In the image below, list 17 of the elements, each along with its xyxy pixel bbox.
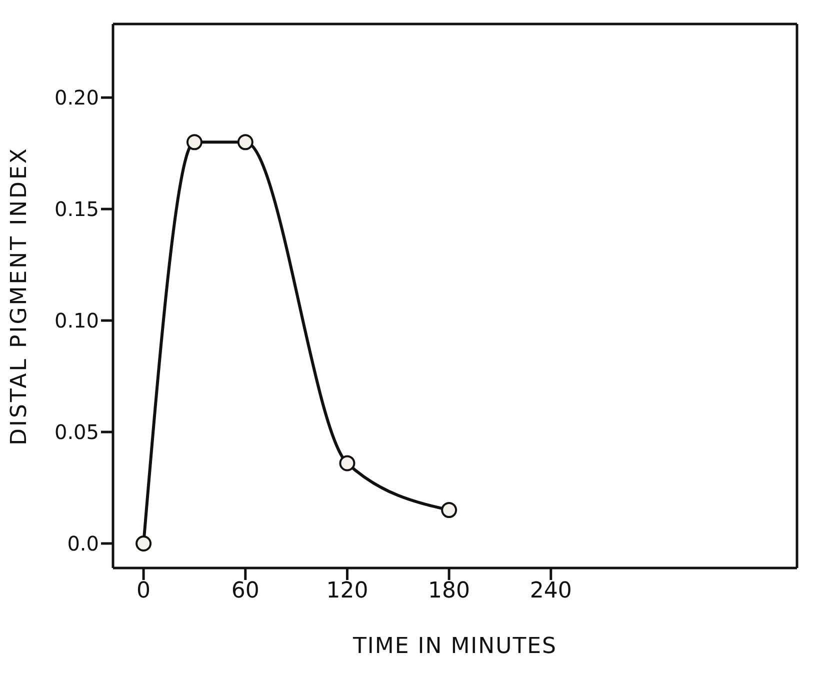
x-tick-label: 0 [136, 578, 151, 604]
point [339, 455, 356, 472]
y-tick-label: 0.10 [54, 308, 99, 333]
y-tick-label: 0.05 [54, 420, 99, 444]
x-tick-label: 60 [231, 578, 260, 604]
y-axis-title: DISTAL PIGMENT INDEX [6, 146, 32, 446]
x-axis-title: TIME IN MINUTES [352, 634, 558, 659]
x-tick-label: 180 [428, 578, 470, 604]
point [237, 134, 254, 150]
x-tick-label: 120 [326, 578, 368, 604]
y-tick-label: 0.0 [67, 532, 99, 556]
point [441, 502, 458, 518]
y-tick-label: 0.15 [54, 197, 99, 222]
x-tick-label: 240 [530, 578, 572, 604]
point [186, 134, 202, 150]
y-tick-label: 0.20 [54, 86, 99, 110]
point [136, 535, 152, 552]
